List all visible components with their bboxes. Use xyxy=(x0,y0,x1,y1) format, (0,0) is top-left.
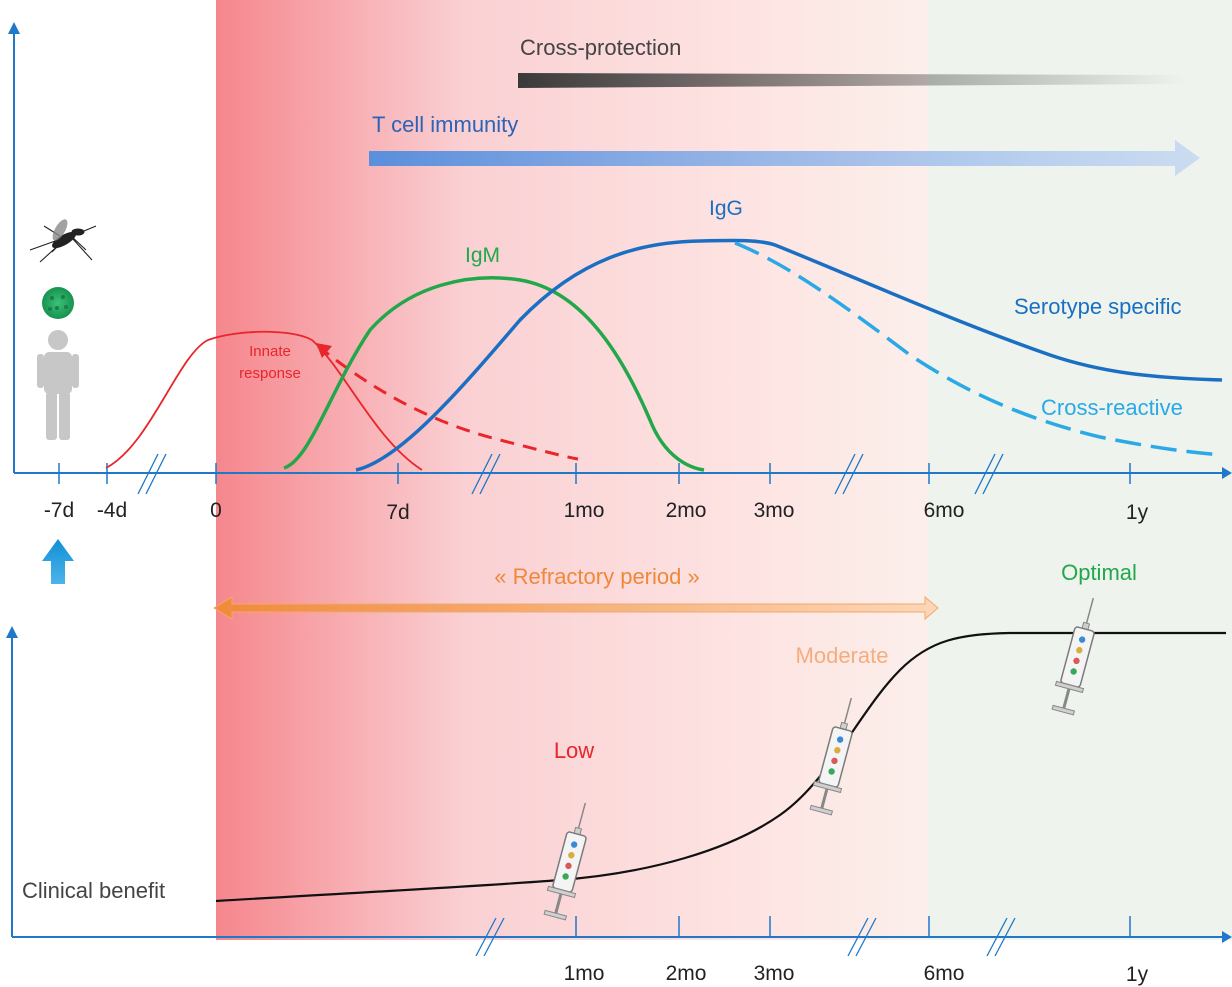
innate-response-label-line2: response xyxy=(239,365,301,382)
late-phase-background xyxy=(928,0,1232,940)
y-axis-arrow-icon xyxy=(8,22,20,34)
clinical-benefit-label: Clinical benefit xyxy=(22,878,165,903)
tick-label-minus-7d: -7d xyxy=(44,499,74,522)
exposure-up-arrow-icon xyxy=(42,539,74,584)
benefit-level-low: Low xyxy=(554,738,594,763)
tick-label-1y: 1y xyxy=(1126,501,1149,524)
benefit-tick-label-2mo: 2mo xyxy=(666,962,707,985)
benefit-y-axis-arrow-icon xyxy=(6,626,18,638)
benefit-tick-label-1mo: 1mo xyxy=(564,962,605,985)
igm-label: IgM xyxy=(465,244,500,267)
tick-label-6mo: 6mo xyxy=(924,499,965,522)
acute-phase-background xyxy=(216,0,928,940)
cross-protection-label: Cross-protection xyxy=(520,35,681,60)
person-icon xyxy=(37,330,79,440)
tick-label-1mo: 1mo xyxy=(564,499,605,522)
igg-label: IgG xyxy=(709,197,743,220)
virus-particle-icon xyxy=(42,287,74,319)
benefit-tick-label-1y: 1y xyxy=(1126,963,1149,986)
benefit-level-optimal: Optimal xyxy=(1061,560,1137,585)
innate-response-label-line1: Innate xyxy=(249,343,291,360)
tick-label-2mo: 2mo xyxy=(666,499,707,522)
benefit-level-moderate: Moderate xyxy=(796,643,889,668)
tick-label-3mo: 3mo xyxy=(754,499,795,522)
benefit-tick-label-6mo: 6mo xyxy=(924,962,965,985)
mosquito-icon xyxy=(30,217,96,262)
benefit-tick-label-3mo: 3mo xyxy=(754,962,795,985)
serotype-specific-label: Serotype specific xyxy=(1014,294,1182,319)
refractory-period-label: « Refractory period » xyxy=(494,564,699,589)
cross-reactive-label: Cross-reactive xyxy=(1041,395,1183,420)
tick-label-minus-4d: -4d xyxy=(97,499,127,522)
tick-label-day-0: 0 xyxy=(210,499,222,522)
tick-label-7d: 7d xyxy=(386,501,409,524)
t-cell-immunity-label: T cell immunity xyxy=(372,112,518,137)
